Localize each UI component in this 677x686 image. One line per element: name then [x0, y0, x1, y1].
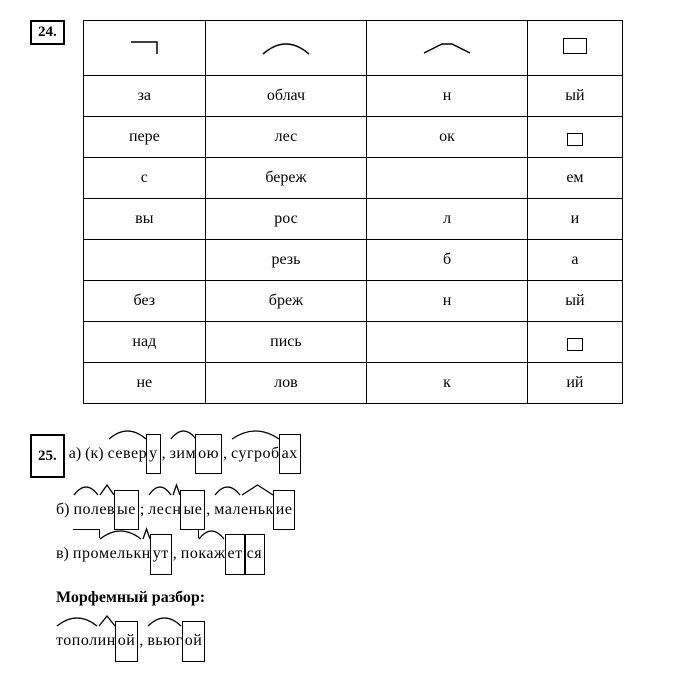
cell-suffix: л: [367, 199, 528, 240]
cell-suffix: н: [367, 281, 528, 322]
col-ending-header: [528, 21, 623, 76]
table-row: выросли: [83, 199, 622, 240]
table-row: неловкий: [83, 363, 622, 404]
cell-prefix: вы: [83, 199, 205, 240]
cell-ending: ый: [528, 281, 623, 322]
cell-suffix: ок: [367, 117, 528, 158]
word-sever: северу: [108, 434, 160, 474]
cell-ending: ый: [528, 76, 623, 117]
table-row: безбрежный: [83, 281, 622, 322]
line-c-label: в): [56, 545, 69, 562]
line-b-label: б): [56, 501, 69, 518]
table-row: перелесок: [83, 117, 622, 158]
word-malenk: маленькие: [214, 490, 294, 530]
cell-root: лов: [205, 363, 366, 404]
cell-ending: ий: [528, 363, 623, 404]
cell-suffix: к: [367, 363, 528, 404]
word-vyug: вьюгой: [147, 621, 204, 661]
word-pokazh: покажется: [181, 534, 264, 574]
table-row: заоблачный: [83, 76, 622, 117]
col-root-header: [205, 21, 366, 76]
word-sugrob: сугробах: [231, 434, 300, 474]
word-promelkn: промелькнут: [73, 534, 171, 574]
cell-suffix: [367, 322, 528, 363]
table-row: резьба: [83, 240, 622, 281]
cell-prefix: за: [83, 76, 205, 117]
exercise-25: 25. а) (к) северу, зимою, сугробах б) по…: [30, 434, 647, 662]
morpheme-table: заоблачныйперелесоксбережемвырослирезьба…: [83, 20, 623, 404]
cell-prefix: пере: [83, 117, 205, 158]
line-a-label: а) (к): [69, 445, 104, 462]
word-polev: полевые: [73, 490, 137, 530]
cell-prefix: с: [83, 158, 205, 199]
morph-heading: Морфемный разбор:: [56, 579, 647, 617]
cell-ending: и: [528, 199, 623, 240]
cell-suffix: [367, 158, 528, 199]
cell-suffix: б: [367, 240, 528, 281]
col-prefix-header: [83, 21, 205, 76]
cell-root: рос: [205, 199, 366, 240]
table-row: сбереж ем: [83, 158, 622, 199]
exercise-24-number: 24.: [30, 20, 65, 45]
cell-prefix: [83, 240, 205, 281]
cell-ending: [528, 117, 623, 158]
cell-ending: [528, 322, 623, 363]
cell-root: лес: [205, 117, 366, 158]
cell-ending: а: [528, 240, 623, 281]
exercise-25-number: 25.: [30, 434, 65, 478]
table-row: надпись: [83, 322, 622, 363]
cell-ending: ем: [528, 158, 623, 199]
cell-root: облач: [205, 76, 366, 117]
col-suffix-header: [367, 21, 528, 76]
cell-prefix: над: [83, 322, 205, 363]
cell-root: береж: [205, 158, 366, 199]
word-topolin: тополиной: [56, 621, 137, 661]
word-lesn: лесные: [148, 490, 204, 530]
cell-prefix: не: [83, 363, 205, 404]
cell-prefix: без: [83, 281, 205, 322]
cell-root: пись: [205, 322, 366, 363]
word-zim: зимою: [170, 434, 221, 474]
cell-root: бреж: [205, 281, 366, 322]
cell-suffix: н: [367, 76, 528, 117]
cell-root: резь: [205, 240, 366, 281]
